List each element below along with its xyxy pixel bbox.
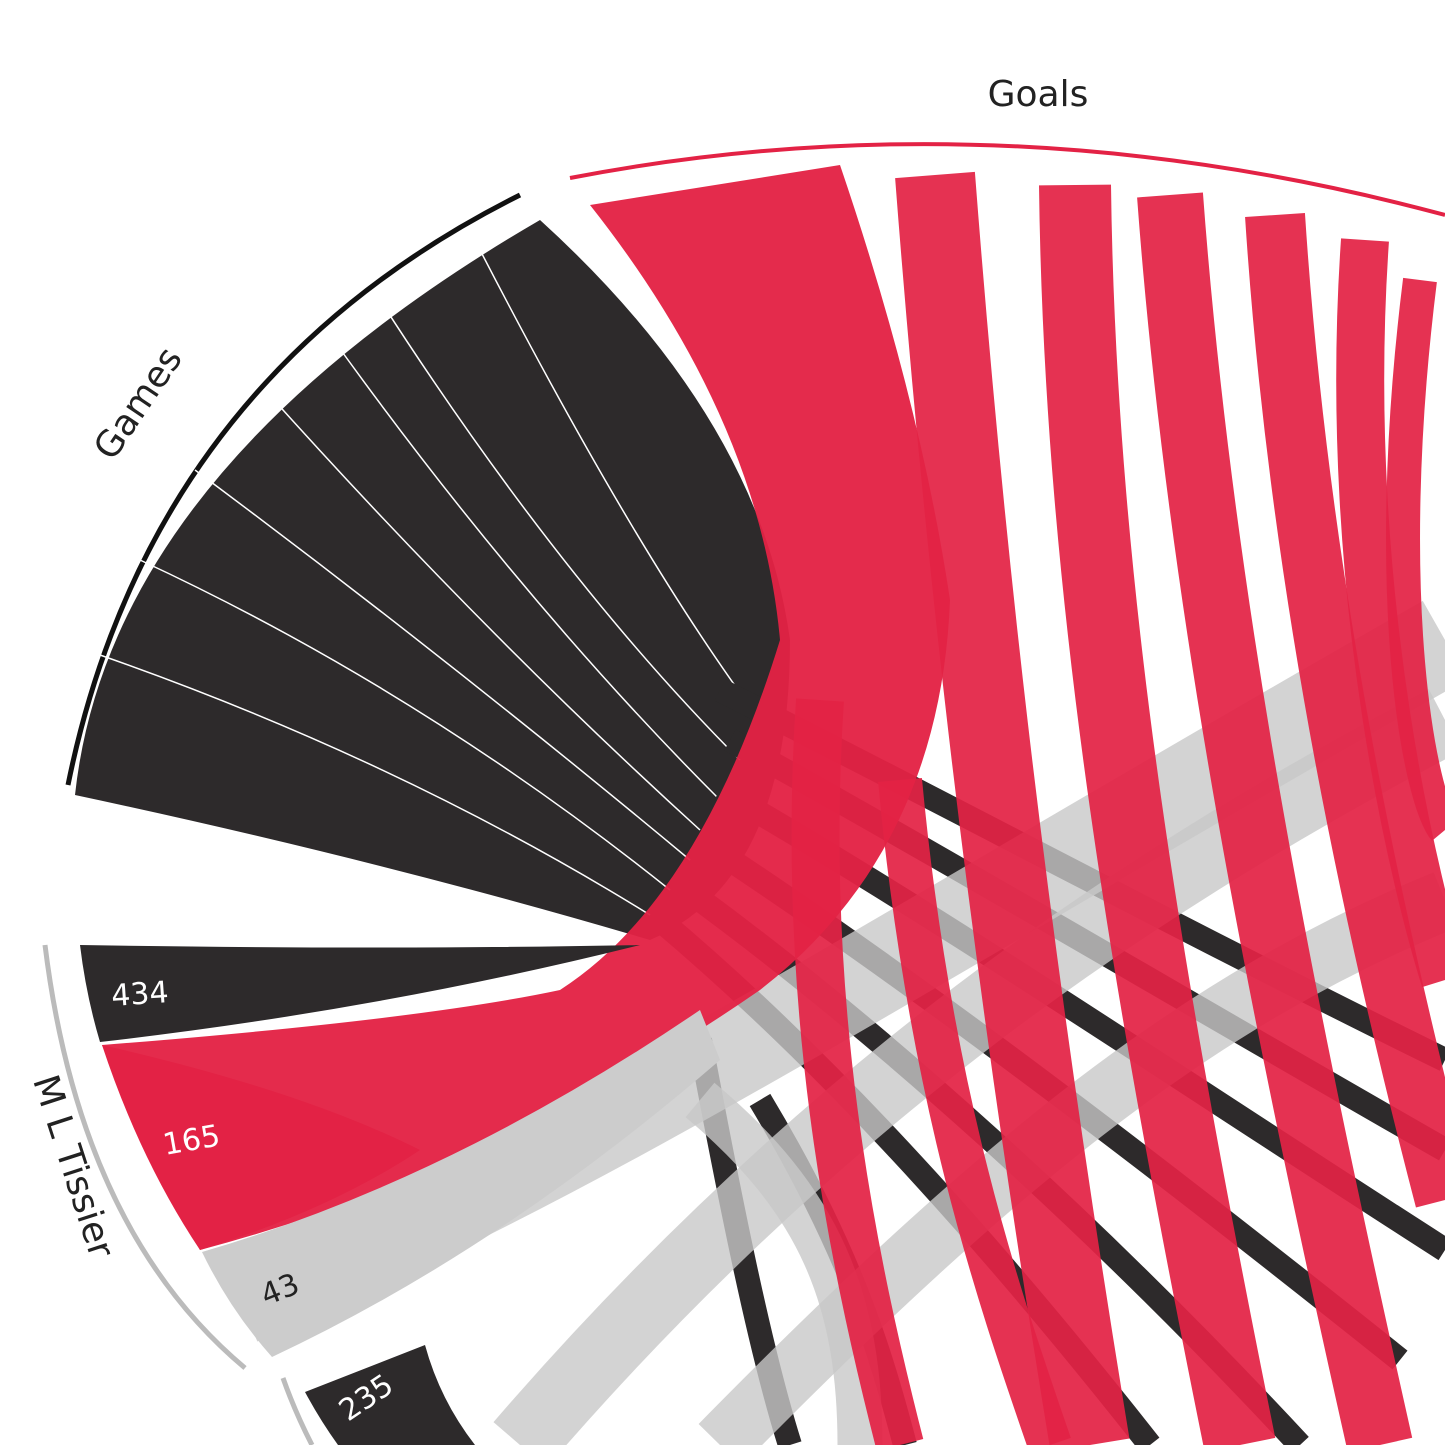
ribbon-gaps: [99, 249, 761, 916]
player-arc: [42, 944, 247, 1370]
value-label: 434: [110, 975, 170, 1014]
segment: [102, 1045, 420, 1250]
goals-arc: [569, 142, 1445, 217]
group-label: Goals: [988, 74, 1089, 115]
segment: [202, 1010, 720, 1357]
player-arc: [280, 1377, 315, 1445]
segment: [80, 945, 640, 1042]
goals-ribbon: [102, 165, 950, 1250]
segment: [305, 1345, 475, 1445]
games-arc: [65, 192, 522, 786]
games-ribbons: [75, 220, 790, 940]
